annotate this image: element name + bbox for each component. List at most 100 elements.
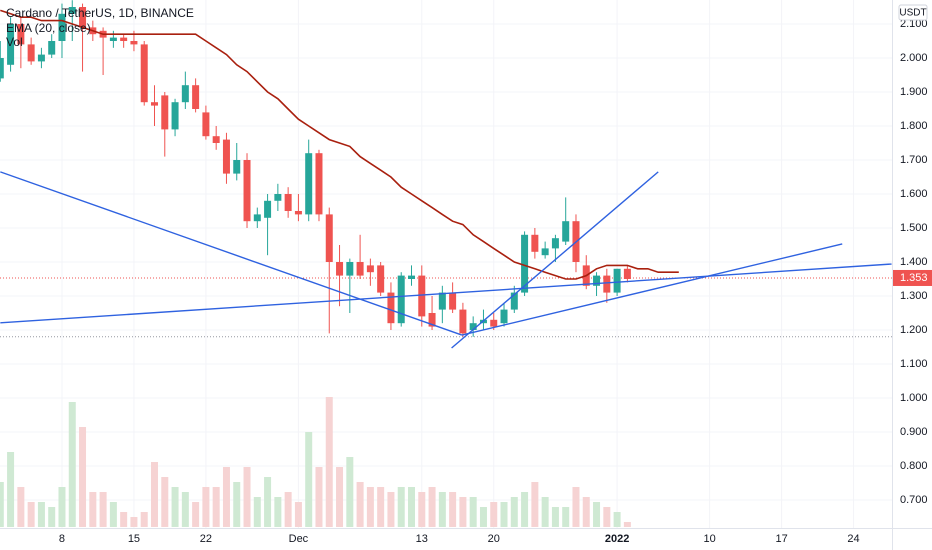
candle-body [418,275,426,317]
volume-bar [151,462,158,527]
volume-bar [449,492,457,527]
candle-body [541,248,549,256]
volume-bar [274,497,282,527]
volume-bar [48,507,56,527]
volume-bar [356,482,364,527]
volume-bar [212,487,220,527]
volume-bar [109,502,117,527]
currency-box[interactable] [898,4,928,21]
volume-bar [181,492,189,527]
candle-body [202,112,210,137]
volume-bar [27,502,35,527]
candle-body [325,214,333,262]
volume-bar [346,457,354,527]
candle-body [192,85,200,109]
currency[interactable]: USDT [899,8,926,19]
candle-body [181,85,189,103]
candle-body [356,261,364,276]
volume-bar [264,477,272,527]
chart-title: Cardano / TetherUS, 1D, BINANCE [6,6,194,20]
candle-body [408,275,415,279]
candle-body [0,58,4,79]
y-tick-label: 0.800 [900,460,928,472]
candle-body [27,44,35,62]
y-tick-label: 0.700 [900,494,928,506]
volume-bar [68,402,76,527]
volume-bar [438,492,446,527]
candle-body [233,159,241,174]
volume-bar [37,502,45,527]
candle-body [531,234,539,252]
candle-body [623,268,631,279]
grid [0,0,892,528]
volume-bar [305,432,313,527]
candle-body [346,261,354,276]
y-tick-label: 2.000 [900,52,928,64]
y-tick-label: 1.500 [900,222,928,234]
volume-bar [490,502,498,527]
volume-bar [222,467,230,527]
candle-body [109,37,117,42]
volume-bar [253,497,261,527]
candle-body [17,24,25,45]
candle-body [294,210,302,215]
volume-bar [582,497,590,527]
candle-body [469,323,477,330]
volume-bar [366,487,374,527]
volume-bar [233,482,241,527]
y-tick-label: 1.400 [900,256,928,268]
volume-bar [603,507,611,527]
candle-body [58,13,66,42]
ema-line [0,9,679,280]
candle-body [222,139,230,174]
volume-bar [510,497,518,527]
volume-bar [500,502,508,527]
candle-body [449,292,457,310]
candle-body [140,44,148,103]
y-tick-label: 1.300 [900,290,928,302]
candle-body [336,261,344,276]
candle-body [613,268,621,293]
volume-bar [120,512,128,527]
volume-bar [613,512,621,527]
candle-body [315,153,323,215]
y-tick-label: 1.200 [900,324,928,336]
x-tick-label: 20 [488,533,500,545]
candle-body [243,159,251,222]
volume-bar [551,507,559,527]
volume-bar [397,487,405,527]
x-tick-label: 13 [416,533,428,545]
volume-bar [531,482,539,527]
trendline [0,263,892,324]
candle-body [387,292,395,324]
candle-body [593,275,601,286]
y-tick-label: 1.900 [900,86,928,98]
candle-body [212,136,220,143]
volume-bar [58,487,66,527]
volume-bar [315,467,323,527]
y-tick-label: 0.900 [900,426,928,438]
candle-body [253,214,261,222]
candle-body [120,37,128,42]
candle-body [500,309,508,324]
last-price-box [893,269,932,286]
trendline [451,171,659,349]
candle-body [284,193,292,211]
y-tick-label: 1.000 [900,392,928,404]
trendline [461,243,843,336]
volume-bar [593,502,601,527]
y-tick-label: 1.600 [900,188,928,200]
x-tick-label: 15 [128,533,140,545]
volume-bar [469,497,477,527]
last-price-label: 1.353 [900,272,928,284]
volume-bar [89,492,97,527]
x-tick-label: 2022 [605,533,629,545]
candle-body [428,312,436,327]
volume-bar [387,492,395,527]
volume-bar [130,517,138,527]
axes: 2.100 2.000 1.900 1.800 1.700 1.600 1.500 1.400… [59,18,932,545]
x-tick-label: 10 [703,533,715,545]
volume-bar [562,507,570,527]
volume-bar [623,522,631,527]
